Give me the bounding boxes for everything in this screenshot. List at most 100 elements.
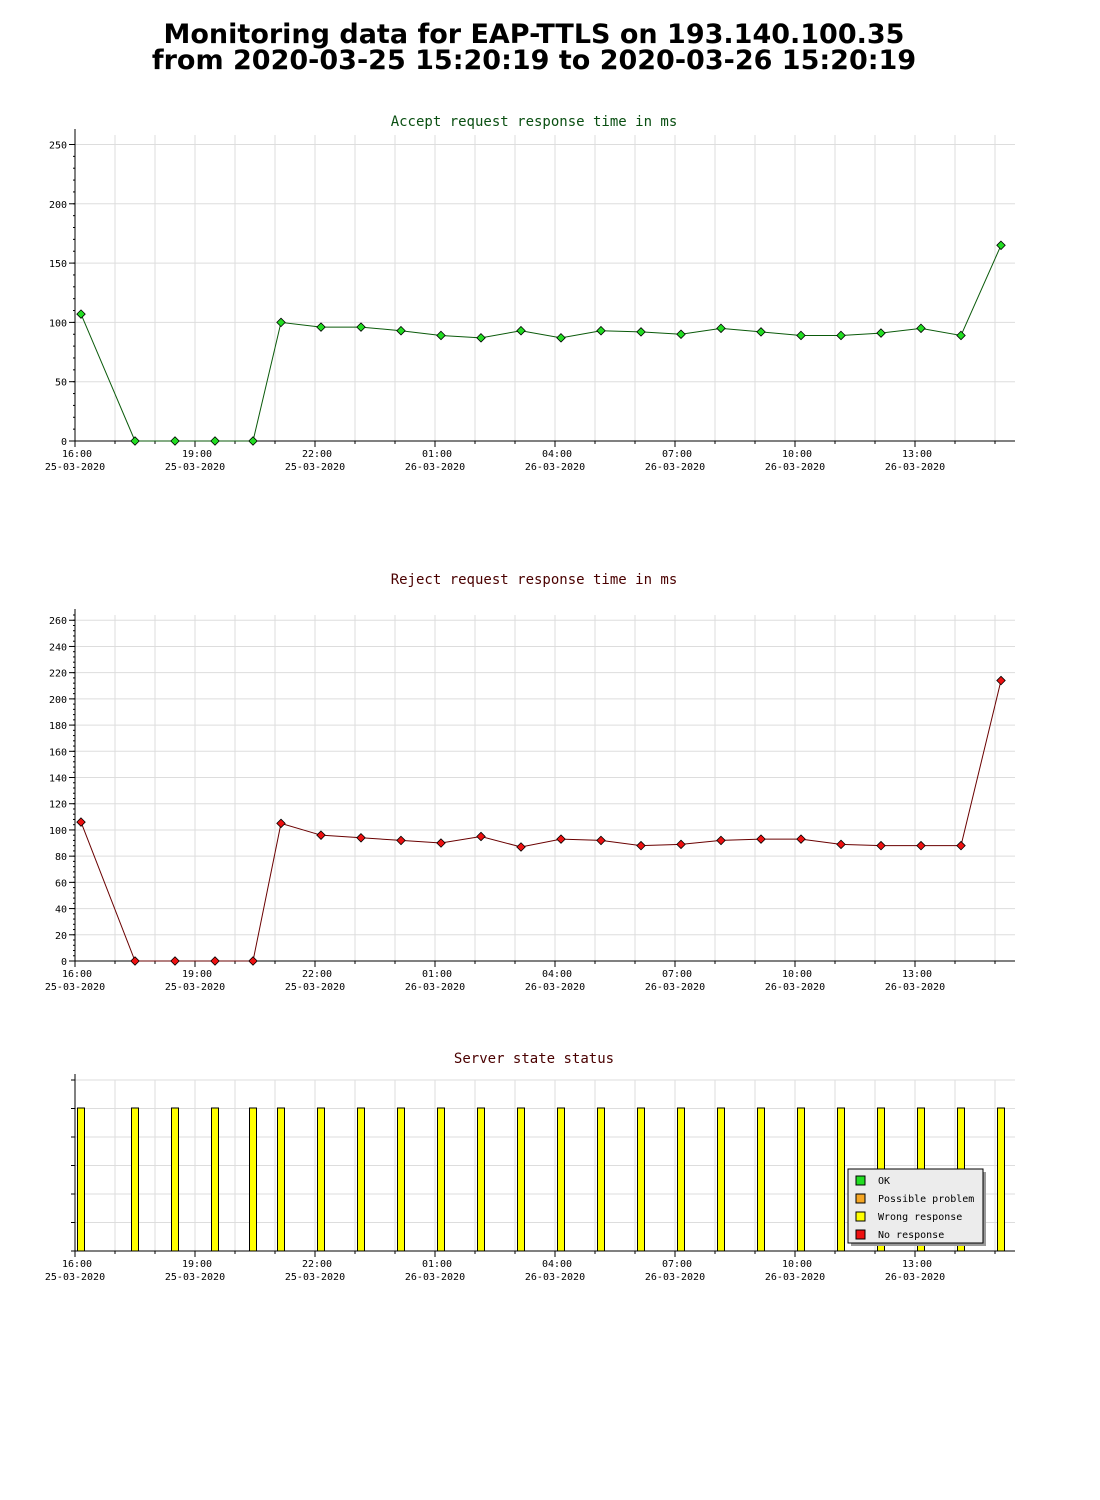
status-bar	[131, 1107, 139, 1252]
reject-series-line	[80, 680, 1002, 962]
accept-data-point	[996, 240, 1006, 251]
accept-x-date-label: 25-03-2020	[45, 462, 105, 473]
accept-y-tick-label: 50	[55, 378, 67, 389]
status-bar	[717, 1107, 725, 1252]
accept-data-point	[876, 328, 886, 338]
status-bar	[677, 1107, 685, 1252]
accept-data-point	[916, 323, 926, 334]
accept-x-time-label: 01:00	[422, 449, 452, 460]
reject-y-tick-label: 260	[49, 616, 67, 627]
accept-x-time-label: 22:00	[302, 449, 332, 460]
accept-data-point	[556, 333, 566, 343]
status-x-date-label: 25-03-2020	[45, 1272, 105, 1283]
status-x-time-label: 10:00	[782, 1259, 812, 1270]
reject-data-point	[996, 675, 1006, 686]
legend-swatch	[855, 1211, 866, 1222]
reject-data-point	[596, 835, 606, 846]
status-bar	[171, 1107, 179, 1252]
reject-chart-title: Reject request response time in ms	[391, 572, 678, 588]
status-bar	[597, 1107, 605, 1252]
reject-y-tick-label: 0	[61, 957, 67, 968]
status-bar	[517, 1107, 525, 1252]
reject-x-date-label: 26-03-2020	[525, 982, 585, 993]
legend-label: Wrong response	[878, 1212, 962, 1223]
status-bar	[637, 1107, 645, 1252]
status-bar	[757, 1107, 765, 1252]
legend-swatch	[855, 1229, 866, 1240]
reject-y-tick-label: 20	[55, 931, 67, 942]
status-bar	[557, 1107, 565, 1252]
accept-data-point	[636, 327, 646, 337]
accept-x-date-label: 25-03-2020	[165, 462, 225, 473]
accept-data-point	[676, 329, 686, 340]
page-title-line-1: Monitoring data for EAP-TTLS on 193.140.…	[163, 19, 905, 50]
reject-data-point	[356, 833, 366, 843]
server-status-chart: Server state status 16:00 25-03-2020 19:00…	[45, 1051, 1015, 1283]
accept-x-date-label: 26-03-2020	[525, 462, 585, 473]
status-bar	[277, 1107, 285, 1252]
accept-data-point	[316, 322, 326, 332]
accept-y-tick-label: 100	[49, 318, 67, 329]
accept-x-date-label: 25-03-2020	[285, 462, 345, 473]
page-title: Monitoring data for EAP-TTLS on 193.140.…	[0, 19, 1068, 76]
legend-box	[847, 1168, 984, 1244]
reject-y-tick-label: 200	[49, 695, 67, 706]
accept-x-time-label: 04:00	[542, 449, 572, 460]
status-x-time-label: 16:00	[62, 1259, 92, 1270]
accept-data-point	[76, 309, 86, 319]
accept-data-point	[956, 330, 966, 341]
reject-y-tick-label: 240	[49, 642, 67, 653]
status-bar	[437, 1107, 445, 1252]
reject-data-point	[248, 956, 258, 966]
reject-y-tick-label: 80	[55, 852, 67, 863]
legend-label: No response	[878, 1230, 944, 1241]
status-x-date-label: 25-03-2020	[285, 1272, 345, 1283]
reject-x-time-label: 13:00	[902, 969, 932, 980]
reject-data-point	[636, 840, 646, 851]
status-bar	[317, 1107, 325, 1252]
status-bar	[477, 1107, 485, 1252]
accept-y-tick-label: 0	[61, 437, 67, 448]
legend-label: Possible problem	[878, 1194, 974, 1205]
reject-x-time-label: 16:00	[62, 969, 92, 980]
page-title-line-2: from 2020-03-25 15:20:19 to 2020-03-26 1…	[151, 45, 917, 76]
reject-y-tick-label: 40	[55, 905, 67, 916]
accept-x-time-label: 13:00	[902, 449, 932, 460]
reject-x-date-label: 25-03-2020	[45, 982, 105, 993]
reject-data-point	[836, 839, 846, 850]
accept-x-time-label: 10:00	[782, 449, 812, 460]
reject-x-time-label: 07:00	[662, 969, 692, 980]
accept-x-date-label: 26-03-2020	[885, 462, 945, 473]
accept-data-point	[836, 330, 846, 341]
status-bar	[997, 1107, 1005, 1252]
reject-y-tick-label: 100	[49, 826, 67, 837]
accept-x-time-label: 07:00	[662, 449, 692, 460]
reject-x-date-label: 25-03-2020	[285, 982, 345, 993]
reject-x-time-label: 10:00	[782, 969, 812, 980]
accept-data-point	[396, 325, 406, 336]
accept-data-point	[210, 436, 220, 446]
status-bar	[837, 1107, 845, 1252]
accept-data-point	[476, 333, 486, 343]
reject-data-point	[210, 956, 220, 966]
status-plot-area: 16:00 25-03-2020 19:00 25-03-2020 22:00 25-03…	[45, 1074, 1015, 1283]
reject-data-point	[916, 840, 926, 851]
status-x-date-label: 26-03-2020	[765, 1272, 825, 1283]
accept-data-point	[716, 323, 726, 334]
accept-x-date-label: 26-03-2020	[645, 462, 705, 473]
accept-data-point	[796, 330, 806, 341]
status-bar	[249, 1107, 257, 1252]
reject-data-point	[676, 839, 686, 850]
reject-data-point	[130, 956, 140, 966]
reject-x-time-label: 19:00	[182, 969, 212, 980]
status-x-date-label: 26-03-2020	[405, 1272, 465, 1283]
status-x-date-label: 26-03-2020	[525, 1272, 585, 1283]
accept-y-tick-label: 200	[49, 200, 67, 211]
reject-x-date-label: 26-03-2020	[765, 982, 825, 993]
accept-data-point	[596, 325, 606, 336]
reject-data-point	[396, 835, 406, 846]
status-x-date-label: 26-03-2020	[645, 1272, 705, 1283]
accept-x-date-label: 26-03-2020	[765, 462, 825, 473]
reject-y-tick-label: 120	[49, 800, 67, 811]
reject-data-point	[276, 818, 286, 829]
